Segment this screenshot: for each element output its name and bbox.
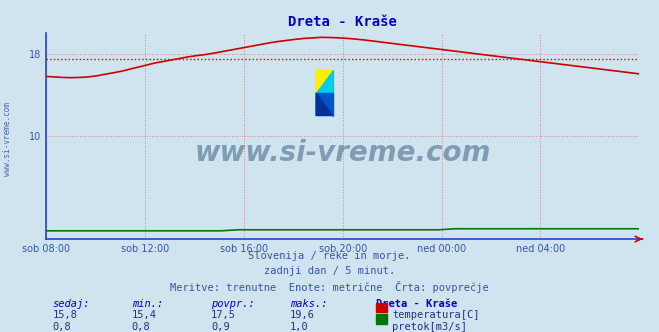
- Polygon shape: [316, 93, 333, 116]
- Text: min.:: min.:: [132, 299, 163, 309]
- Text: sedaj:: sedaj:: [53, 299, 90, 309]
- Text: www.si-vreme.com: www.si-vreme.com: [3, 103, 13, 176]
- Text: www.si-vreme.com: www.si-vreme.com: [194, 138, 491, 167]
- Text: pretok[m3/s]: pretok[m3/s]: [392, 322, 467, 332]
- Polygon shape: [316, 93, 333, 116]
- Text: povpr.:: povpr.:: [211, 299, 254, 309]
- Text: Meritve: trenutne  Enote: metrične  Črta: povprečje: Meritve: trenutne Enote: metrične Črta: …: [170, 281, 489, 292]
- Text: zadnji dan / 5 minut.: zadnji dan / 5 minut.: [264, 266, 395, 276]
- Text: Slovenija / reke in morje.: Slovenija / reke in morje.: [248, 251, 411, 261]
- Polygon shape: [316, 70, 333, 93]
- Text: Dreta - Kraše: Dreta - Kraše: [376, 299, 457, 309]
- Polygon shape: [316, 70, 333, 93]
- Text: maks.:: maks.:: [290, 299, 328, 309]
- Text: 0,8: 0,8: [132, 322, 150, 332]
- Text: temperatura[C]: temperatura[C]: [392, 310, 480, 320]
- Text: 0,9: 0,9: [211, 322, 229, 332]
- Text: 15,8: 15,8: [53, 310, 78, 320]
- Text: 19,6: 19,6: [290, 310, 315, 320]
- Title: Dreta - Kraše: Dreta - Kraše: [288, 15, 397, 29]
- Text: 15,4: 15,4: [132, 310, 157, 320]
- Text: 17,5: 17,5: [211, 310, 236, 320]
- Text: 1,0: 1,0: [290, 322, 308, 332]
- Text: 0,8: 0,8: [53, 322, 71, 332]
